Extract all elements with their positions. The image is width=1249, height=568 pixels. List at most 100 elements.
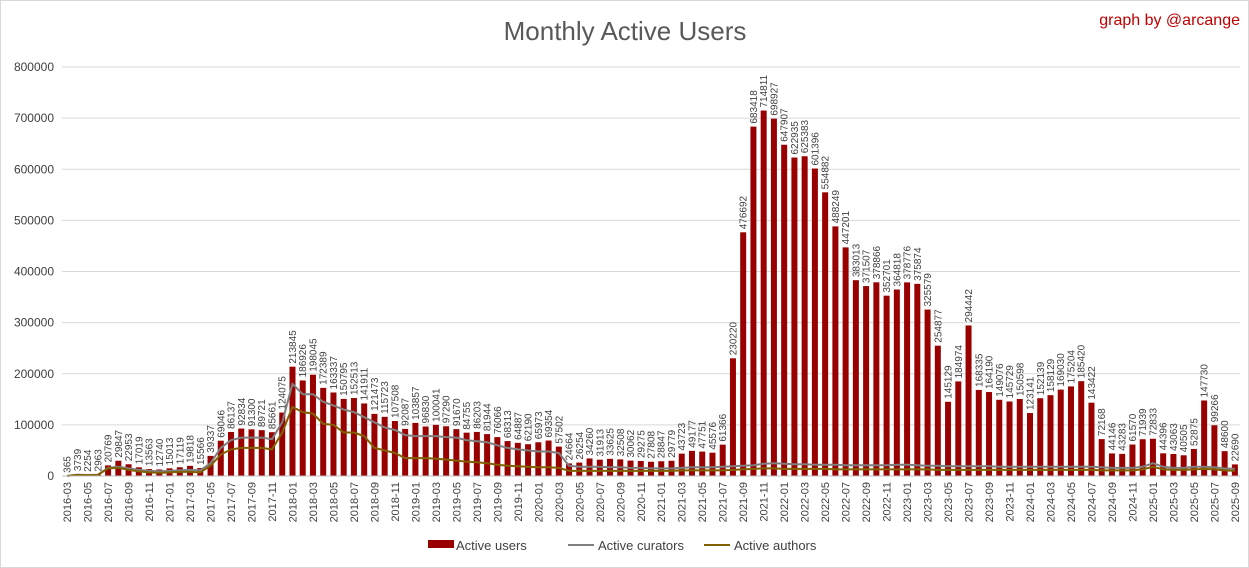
- value-label: 81944: [483, 403, 494, 431]
- bar: [1027, 413, 1034, 476]
- bar: [525, 444, 532, 476]
- bar: [1149, 438, 1156, 476]
- value-label: 76066: [493, 406, 504, 434]
- bar: [1160, 453, 1167, 476]
- bar: [371, 413, 378, 476]
- y-tick-label: 0: [47, 469, 54, 483]
- bar: [975, 389, 982, 476]
- y-tick-label: 400000: [14, 265, 54, 279]
- bar: [986, 392, 993, 476]
- bar: [309, 374, 316, 476]
- value-label: 57502: [554, 415, 565, 443]
- bar: [381, 416, 388, 476]
- bar: [576, 462, 583, 476]
- bar: [791, 157, 798, 476]
- bar: [934, 345, 941, 476]
- value-label: 3739: [73, 448, 84, 471]
- bar: [904, 282, 911, 476]
- value-label: 143422: [1087, 366, 1098, 400]
- bar: [1067, 386, 1074, 476]
- bar: [781, 144, 788, 476]
- line: [67, 405, 1235, 477]
- x-tick-label: 2018-11: [390, 482, 402, 522]
- bar: [709, 452, 716, 476]
- x-tick-label: 2025-09: [1230, 482, 1242, 522]
- bar: [1057, 389, 1064, 476]
- value-label: 152513: [349, 361, 360, 395]
- bar: [1211, 425, 1218, 476]
- x-tick-label: 2017-07: [226, 482, 238, 522]
- bar: [473, 431, 480, 476]
- x-tick-label: 2017-11: [267, 482, 279, 522]
- y-tick-label: 300000: [14, 316, 54, 330]
- bar: [299, 380, 306, 476]
- x-tick-label: 2024-11: [1127, 482, 1139, 522]
- bar: [1139, 439, 1146, 476]
- value-label: 184974: [954, 345, 965, 379]
- bar: [832, 226, 839, 476]
- value-label: 96830: [421, 395, 432, 423]
- value-label: 72833: [1148, 408, 1159, 436]
- value-label: 150795: [339, 362, 350, 396]
- value-label: 91300: [247, 398, 258, 426]
- bar: [883, 295, 890, 476]
- value-label: 150598: [1015, 362, 1026, 396]
- x-tick-label: 2016-03: [62, 482, 74, 522]
- x-tick-label: 2018-03: [308, 482, 320, 522]
- bar: [443, 426, 450, 476]
- value-label: 115723: [380, 381, 391, 414]
- bar: [760, 110, 767, 476]
- value-label: 198045: [308, 338, 319, 372]
- bar: [228, 431, 235, 476]
- value-label: 121473: [370, 377, 381, 411]
- x-tick-label: 2019-07: [472, 482, 484, 522]
- value-label: 365: [63, 456, 74, 473]
- value-label: 378776: [903, 246, 914, 280]
- x-tick-label: 2021-05: [697, 482, 709, 522]
- value-label: 17119: [175, 437, 186, 465]
- value-label: 72168: [1097, 408, 1108, 436]
- bar: [770, 118, 777, 476]
- x-tick-label: 2017-01: [165, 482, 177, 522]
- value-label: 47751: [698, 420, 709, 448]
- x-tick-label: 2020-05: [574, 482, 586, 522]
- x-tick-label: 2020-01: [533, 482, 545, 522]
- value-label: 40505: [1179, 424, 1190, 452]
- y-tick-label: 200000: [14, 367, 54, 381]
- value-label: 22953: [124, 433, 135, 461]
- value-label: 622935: [790, 121, 801, 155]
- bar: [822, 192, 829, 476]
- x-tick-label: 2018-05: [328, 482, 340, 522]
- bar: [432, 424, 439, 476]
- value-label: 29847: [114, 429, 125, 457]
- bar: [412, 422, 419, 476]
- bar: [350, 398, 357, 476]
- bar: [852, 280, 859, 476]
- bar: [811, 168, 818, 476]
- value-label: 163337: [329, 356, 340, 390]
- bar: [289, 366, 296, 476]
- value-label: 44396: [1159, 422, 1170, 450]
- value-label: 33625: [606, 428, 617, 456]
- y-tick-label: 600000: [14, 162, 54, 176]
- x-tick-label: 2016-11: [144, 482, 156, 522]
- bar: [494, 437, 501, 476]
- value-label: 107508: [390, 384, 401, 418]
- bar: [1098, 439, 1105, 476]
- value-label: 26254: [575, 431, 586, 459]
- value-label: 175204: [1066, 350, 1077, 384]
- x-tick-label: 2020-11: [636, 482, 648, 522]
- value-label: 141911: [360, 367, 371, 400]
- value-label: 554882: [821, 156, 832, 190]
- bar: [873, 282, 880, 476]
- bar: [504, 441, 511, 476]
- x-tick-label: 2023-07: [964, 482, 976, 522]
- x-tick-label: 2021-03: [677, 482, 689, 522]
- x-tick-label: 2019-01: [410, 482, 422, 522]
- x-tick-label: 2022-07: [841, 482, 853, 522]
- bar: [1108, 453, 1115, 476]
- value-label: 172389: [319, 351, 330, 385]
- value-label: 92087: [401, 398, 412, 426]
- value-label: 49177: [687, 420, 698, 448]
- bar: [1078, 381, 1085, 476]
